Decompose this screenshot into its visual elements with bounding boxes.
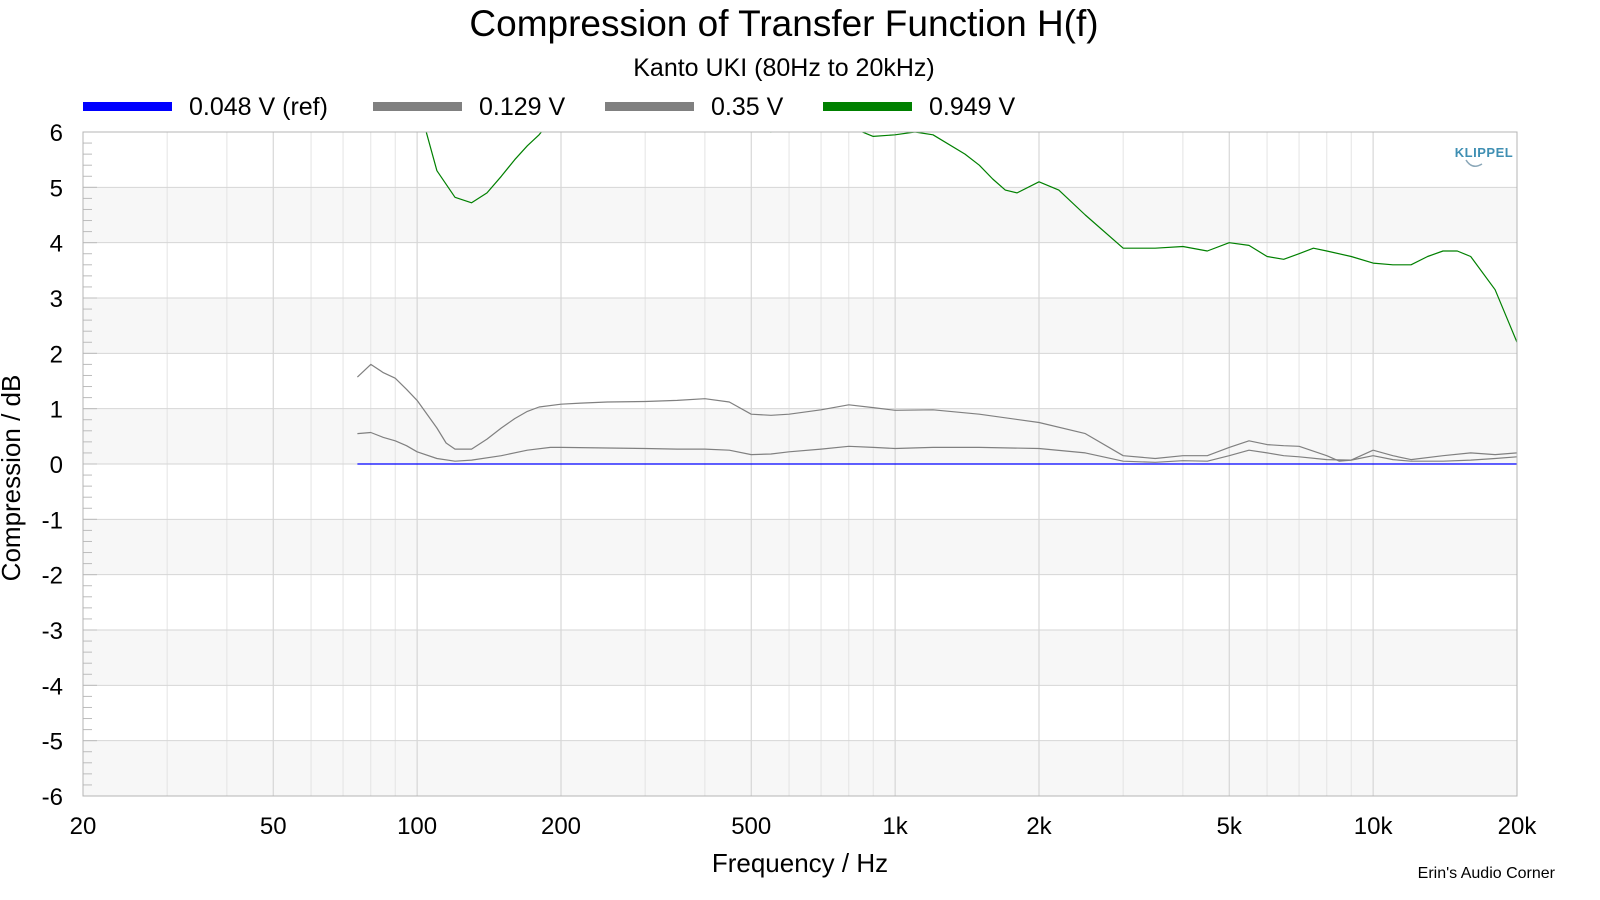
y-tick-label: -5 [42,729,63,756]
x-tick-label: 5k [1217,813,1243,840]
background-bands [83,187,1517,796]
chart-title: Compression of Transfer Function H(f) [469,3,1098,44]
band [83,187,1517,243]
x-tick-label: 20 [70,813,97,840]
legend-label-3: 0.35 V [711,93,784,121]
legend-swatch-1 [83,102,172,111]
legend-label-2: 0.129 V [479,93,566,121]
legend-swatch-2 [373,102,462,111]
y-tick-labels: -6 -5 -4 -3 -2 -1 0 1 2 3 4 5 6 [42,120,63,811]
legend: 0.048 V (ref) 0.129 V 0.35 V 0.949 V [83,93,1016,121]
y-tick-label: -4 [42,673,63,700]
y-tick-label: 3 [50,286,63,313]
legend-swatch-3 [605,102,694,111]
band [83,408,1517,464]
x-tick-label: 100 [397,813,437,840]
legend-label-4: 0.949 V [929,93,1016,121]
band [83,298,1517,354]
y-tick-label: 0 [50,452,63,479]
legend-label-1: 0.048 V (ref) [189,93,328,121]
band [83,519,1517,575]
x-tick-label: 20k [1498,813,1538,840]
y-tick-label: -6 [42,784,63,811]
band [83,630,1517,686]
x-axis-label: Frequency / Hz [712,848,888,878]
y-tick-label: 5 [50,175,63,202]
x-tick-labels: 20 50 100 200 500 1k 2k 5k 10k 20k [70,813,1538,840]
legend-swatch-4 [823,102,912,111]
chart-subtitle: Kanto UKI (80Hz to 20kHz) [633,54,935,82]
series-line-4 [425,132,1517,343]
y-axis-label: Compression / dB [0,375,26,582]
y-tick-label: 6 [50,120,63,147]
x-tick-label: 2k [1026,813,1052,840]
x-tick-label: 1k [882,813,908,840]
y-tick-label: -2 [42,563,63,590]
klippel-logo: KLIPPEL [1455,145,1513,167]
y-tick-label: -1 [42,507,63,534]
x-tick-label: 500 [731,813,771,840]
x-tick-label: 50 [260,813,287,840]
plot-area [82,131,1518,797]
band [83,740,1517,796]
klippel-logo-text: KLIPPEL [1455,145,1513,160]
series-line-3 [356,363,1517,462]
y-tick-label: -3 [42,618,63,645]
y-tick-label: 1 [50,397,63,424]
x-tick-label: 10k [1354,813,1394,840]
y-minor-ticks [83,131,97,797]
y-tick-label: 2 [50,341,63,368]
klippel-logo-swoosh [1465,159,1483,167]
x-tick-label: 200 [541,813,581,840]
credit-text: Erin's Audio Corner [1418,865,1556,882]
y-tick-label: 4 [50,231,63,258]
plot-frame [82,131,1518,797]
series-layer [356,132,1517,465]
